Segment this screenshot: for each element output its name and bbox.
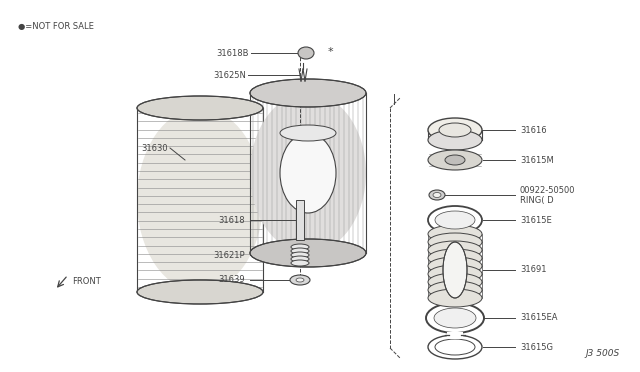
Ellipse shape: [429, 190, 445, 200]
Ellipse shape: [428, 257, 482, 275]
Ellipse shape: [439, 123, 471, 137]
Text: ●=NOT FOR SALE: ●=NOT FOR SALE: [18, 22, 94, 31]
Text: 31630: 31630: [141, 144, 168, 153]
Ellipse shape: [298, 47, 314, 59]
Text: 31615E: 31615E: [520, 215, 552, 224]
Ellipse shape: [137, 96, 263, 120]
Ellipse shape: [435, 339, 475, 355]
Ellipse shape: [428, 335, 482, 359]
Ellipse shape: [428, 233, 482, 251]
Ellipse shape: [433, 192, 441, 198]
Ellipse shape: [137, 280, 263, 304]
Ellipse shape: [445, 155, 465, 165]
Ellipse shape: [291, 244, 309, 250]
Ellipse shape: [291, 248, 309, 254]
Ellipse shape: [435, 211, 475, 229]
Ellipse shape: [428, 273, 482, 291]
Text: 31616: 31616: [520, 125, 547, 135]
Text: 31615EA: 31615EA: [520, 314, 557, 323]
Ellipse shape: [250, 239, 366, 267]
Ellipse shape: [290, 275, 310, 285]
Bar: [296, 200, 304, 240]
Ellipse shape: [291, 256, 309, 262]
Ellipse shape: [280, 125, 336, 141]
Ellipse shape: [428, 130, 482, 150]
Ellipse shape: [428, 241, 482, 259]
Ellipse shape: [296, 278, 304, 282]
Text: 31618: 31618: [218, 215, 245, 224]
Ellipse shape: [426, 303, 484, 333]
Text: 31615G: 31615G: [520, 343, 553, 352]
Ellipse shape: [428, 118, 482, 142]
Ellipse shape: [428, 289, 482, 307]
Text: 31625N: 31625N: [213, 71, 246, 80]
Ellipse shape: [291, 252, 309, 258]
Ellipse shape: [434, 308, 476, 328]
Ellipse shape: [428, 281, 482, 299]
Text: 31639: 31639: [218, 276, 245, 285]
Ellipse shape: [250, 79, 366, 107]
Ellipse shape: [428, 150, 482, 170]
Text: 00922-50500: 00922-50500: [520, 186, 575, 195]
Text: 31615M: 31615M: [520, 155, 554, 164]
Text: 31618B: 31618B: [216, 48, 249, 58]
Ellipse shape: [428, 249, 482, 267]
Text: *: *: [327, 47, 333, 57]
Ellipse shape: [280, 133, 336, 213]
Ellipse shape: [291, 260, 309, 266]
Text: 31621P: 31621P: [213, 250, 245, 260]
Ellipse shape: [428, 206, 482, 234]
Text: J3 500S: J3 500S: [586, 349, 620, 358]
Bar: [447, 332, 463, 339]
Text: FRONT: FRONT: [72, 276, 100, 285]
Ellipse shape: [443, 242, 467, 298]
Bar: [449, 334, 461, 339]
Ellipse shape: [250, 93, 366, 253]
Ellipse shape: [428, 265, 482, 283]
Ellipse shape: [137, 108, 263, 292]
Text: 31691: 31691: [520, 266, 547, 275]
Ellipse shape: [428, 225, 482, 243]
Text: RING( D: RING( D: [520, 196, 554, 205]
